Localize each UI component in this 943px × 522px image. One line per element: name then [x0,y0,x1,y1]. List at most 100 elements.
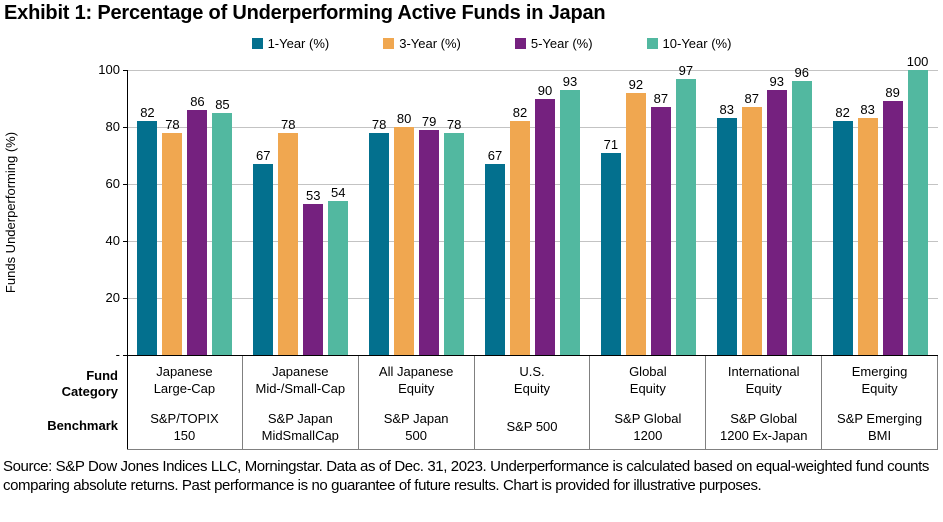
bar-value-label: 87 [744,91,759,107]
bar-value-label: 90 [537,82,553,98]
legend-label: 10-Year (%) [662,36,732,51]
gridline [127,184,938,185]
y-tick-mark [123,70,127,71]
bar-value-label: 80 [396,111,412,126]
bar-5-year: 87 [650,91,671,355]
y-tick-mark [123,184,127,185]
bar-3-year: 80 [394,111,415,355]
legend-item-4: 10-Year (%) [646,36,732,51]
fund-category-cell-5: Global Equity [590,356,707,403]
bar-value-label: 86 [190,93,205,109]
bar-5-year: 79 [419,114,440,355]
bar-3-year: 78 [162,117,183,355]
benchmark-cell-7: S&P Emerging BMI [822,403,938,450]
bar-value-label: 87 [653,91,669,107]
bar-3-year: 78 [278,117,299,355]
bar-1-year: 67 [253,148,274,355]
bar-value-label: 82 [835,105,850,121]
bar-value-label: 54 [331,185,346,201]
y-tick-mark [123,127,127,128]
legend-item-2: 3-Year (%) [383,36,461,51]
bar-value-label: 71 [603,136,619,152]
bar-value-label: 83 [719,102,734,118]
y-tick-label: 20 [105,290,120,305]
fund-category-cell-1: Japanese Large-Cap [127,356,243,403]
y-tick-mark [123,241,127,242]
bar-5-year: 93 [766,74,787,355]
bar-value-label: 82 [140,105,155,121]
legend-item-3: 5-Year (%) [514,36,593,51]
legend-label: 1-Year (%) [267,36,330,51]
y-tick-label: - [115,347,120,362]
bar-3-year: 83 [857,102,878,355]
plot-area: 82 78 86 85 67 78 53 54 78 80 79 78 67 82 90 93 71 92 87 97… [127,54,938,355]
bar-10-year: 100 [907,54,928,355]
chart-title: Exhibit 1: Percentage of Underperforming… [4,2,606,24]
fund-category-cell-6: International Equity [706,356,823,403]
row-header-fund-category: Fund Category [61,368,118,399]
bar-group-1: 82 78 86 85 [127,70,243,355]
bar-5-year: 90 [535,83,555,355]
bar-10-year: 54 [328,185,349,355]
bar-10-year: 78 [444,117,465,355]
legend-swatch-icon [251,38,263,49]
gridline [127,298,938,299]
bar-value-label: 85 [215,96,230,112]
fund-category-cell-7: Emerging Equity [822,356,938,403]
bar-value-label: 78 [281,116,296,132]
bar-group-3: 78 80 79 78 [359,70,475,355]
bar-1-year: 71 [600,137,621,355]
bar-value-label: 78 [371,116,387,132]
y-tick-label: 80 [105,119,120,134]
legend-swatch-icon [383,38,395,49]
bar-value-label: 79 [421,113,437,129]
bar-1-year: 83 [716,102,737,355]
bar-value-label: 92 [628,76,644,92]
bar-value-label: 67 [256,148,271,164]
bar-10-year: 97 [675,63,696,355]
gridline [127,70,938,71]
y-tick-mark [123,355,127,356]
bar-value-label: 93 [769,73,784,89]
bar-10-year: 85 [212,97,233,355]
y-axis-title: Funds Underperforming (%) [2,70,20,355]
bar-group-7: 82 83 89 100 [822,54,938,355]
bar-value-label: 100 [906,54,929,69]
bar-5-year: 89 [882,85,903,355]
legend-label: 3-Year (%) [399,36,461,51]
fund-category-cell-2: Japanese Mid-/Small-Cap [243,356,359,403]
bar-1-year: 82 [137,105,158,355]
y-tick-label: 60 [105,176,120,191]
benchmark-cell-6: S&P Global 1200 Ex-Japan [706,403,823,450]
bar-10-year: 93 [560,74,580,355]
category-table: Japanese Large-Cap Japanese Mid-/Small-Ca… [127,356,938,450]
fund-category-cell-4: U.S. Equity [475,356,591,403]
bar-3-year: 92 [625,77,646,355]
source-note: Source: S&P Dow Jones Indices LLC, Morni… [3,458,929,494]
fund-category-cell-3: All Japanese Equity [359,356,475,403]
bar-5-year: 53 [303,188,324,355]
bar-5-year: 86 [187,94,208,355]
y-axis-title-text: Funds Underperforming (%) [3,131,19,294]
legend-swatch-icon [646,38,658,49]
bar-group-6: 83 87 93 96 [706,65,822,355]
x-axis-line [127,355,938,356]
bar-group-4: 67 82 90 93 [475,70,591,355]
legend-label: 5-Year (%) [530,36,593,51]
chart-legend: 1-Year (%) 3-Year (%) 5-Year (%) 10-Year (%… [0,36,943,51]
bar-group-2: 67 78 53 54 [243,70,359,355]
bar-value-label: 93 [562,73,578,89]
row-header-benchmark: Benchmark [47,418,118,433]
bar-3-year: 82 [510,105,530,355]
legend-swatch-icon [514,38,526,49]
bar-1-year: 78 [369,117,390,355]
bar-value-label: 82 [512,105,528,121]
bar-group-5: 71 92 87 97 [590,63,706,355]
bar-value-label: 53 [306,187,321,203]
bar-value-label: 96 [794,65,809,81]
y-axis-line [127,70,128,450]
bar-value-label: 67 [487,148,503,164]
y-tick-label: 40 [105,233,120,248]
bar-1-year: 82 [832,105,853,355]
